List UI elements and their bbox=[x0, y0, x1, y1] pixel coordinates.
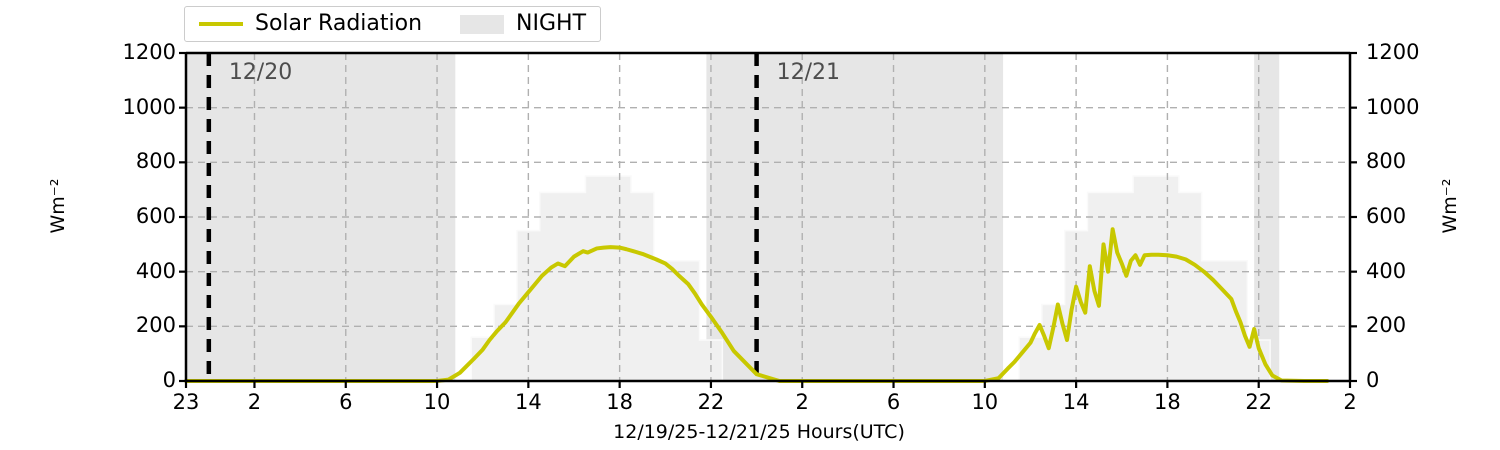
x-axis-label: 12/19/25-12/21/25 Hours(UTC) bbox=[0, 421, 1500, 443]
y-tick-label-left-200: 200 bbox=[135, 313, 176, 338]
day-annotation-12-21: 12/21 bbox=[776, 60, 840, 85]
legend-entry-night[interactable]: NIGHT bbox=[422, 13, 586, 35]
day-annotation-12-20: 12/20 bbox=[228, 60, 293, 85]
legend-label-night: NIGHT bbox=[516, 11, 587, 36]
y-tick-label-left-0: 0 bbox=[162, 368, 176, 392]
chart-legend[interactable]: Solar Radiation NIGHT bbox=[184, 6, 602, 42]
grid-lines-group bbox=[186, 52, 1350, 381]
y-tick-label-right-0: 0 bbox=[1366, 368, 1380, 392]
y-tick-label-right-400: 400 bbox=[1366, 258, 1407, 283]
y-tick-label-right-200: 200 bbox=[1366, 313, 1407, 338]
x-tick-label-6: 22 bbox=[697, 390, 725, 414]
x-tick-label-12: 22 bbox=[1245, 390, 1273, 414]
legend-label-solar-radiation: Solar Radiation bbox=[255, 11, 423, 36]
x-tick-label-2: 6 bbox=[339, 390, 353, 414]
y-tick-label-left-600: 600 bbox=[135, 204, 176, 228]
x-tick-label-11: 18 bbox=[1154, 390, 1181, 414]
legend-patch-swatch-icon bbox=[460, 14, 505, 34]
x-axis-label-text: 12/19/25-12/21/25 Hours(UTC) bbox=[613, 421, 905, 443]
x-tick-label-4: 14 bbox=[514, 390, 542, 414]
y-tick-label-left-1200: 1200 bbox=[122, 40, 176, 64]
y-tick-label-right-600: 600 bbox=[1366, 204, 1407, 228]
y-tick-label-right-800: 800 bbox=[1366, 149, 1407, 174]
y-tick-label-left-800: 800 bbox=[135, 149, 176, 174]
x-tick-label-1: 2 bbox=[247, 390, 262, 414]
axis-ticks-group bbox=[179, 51, 1357, 388]
y-tick-label-left-1000: 1000 bbox=[122, 94, 176, 119]
x-tick-label-13: 2 bbox=[1343, 390, 1357, 414]
day-divider-group bbox=[206, 53, 759, 381]
x-tick-label-9: 10 bbox=[971, 390, 999, 414]
y-tick-label-right-1200: 1200 bbox=[1366, 40, 1420, 64]
legend-entry-solar-radiation[interactable]: Solar Radiation bbox=[199, 13, 422, 35]
y-tick-label-left-400: 400 bbox=[135, 258, 176, 283]
y-tick-label-right-1000: 1000 bbox=[1366, 94, 1420, 119]
x-tick-label-3: 10 bbox=[423, 390, 451, 414]
x-tick-label-5: 18 bbox=[606, 390, 633, 414]
clearsky-envelope-step-block bbox=[448, 175, 724, 382]
x-tick-label-0: 23 bbox=[172, 390, 200, 414]
legend-line-swatch-icon bbox=[199, 22, 243, 26]
x-tick-label-10: 14 bbox=[1062, 390, 1090, 414]
y-axis-label-left: Wm⁻² bbox=[47, 178, 69, 234]
x-tick-label-8: 6 bbox=[886, 390, 901, 414]
x-tick-label-7: 2 bbox=[795, 390, 809, 414]
